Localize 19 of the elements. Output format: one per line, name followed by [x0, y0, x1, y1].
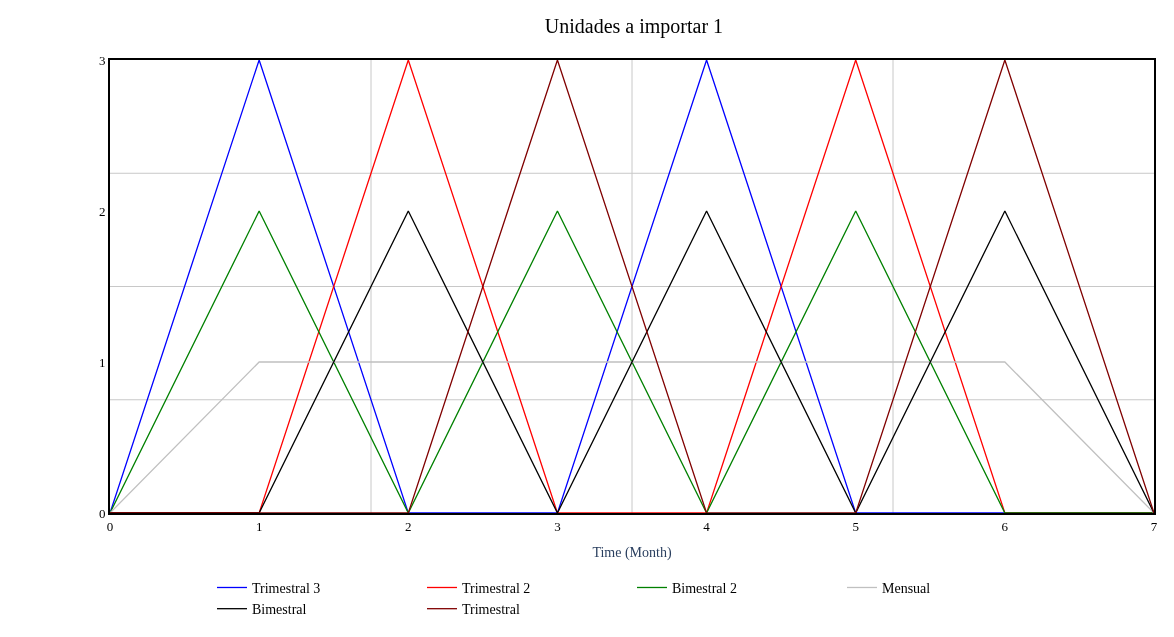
chart-title: Unidades a importar 1: [544, 15, 724, 39]
legend-label: Trimestral 3: [252, 580, 321, 596]
y-tick-label: 3: [98, 52, 106, 68]
y-tick-label: 2: [98, 203, 106, 219]
x-axis-title: Time (Month): [592, 545, 672, 562]
x-tick-label: 1: [255, 518, 263, 534]
legend-label: Mensual: [882, 580, 931, 596]
legend-label: Trimestral 2: [462, 580, 531, 596]
legend-label: Trimestral: [462, 602, 520, 618]
x-tick-label: 6: [1001, 518, 1009, 534]
y-tick-label: 0: [98, 505, 106, 521]
legend-label: Bimestral 2: [672, 580, 737, 596]
y-tick-label: 1: [98, 354, 106, 370]
x-tick-label: 7: [1150, 518, 1158, 534]
x-tick-label: 5: [852, 518, 859, 534]
x-tick-label: 4: [703, 518, 711, 534]
legend-label: Bimestral: [252, 602, 307, 618]
x-tick-label: 2: [405, 518, 412, 534]
x-tick-label: 3: [554, 518, 561, 534]
